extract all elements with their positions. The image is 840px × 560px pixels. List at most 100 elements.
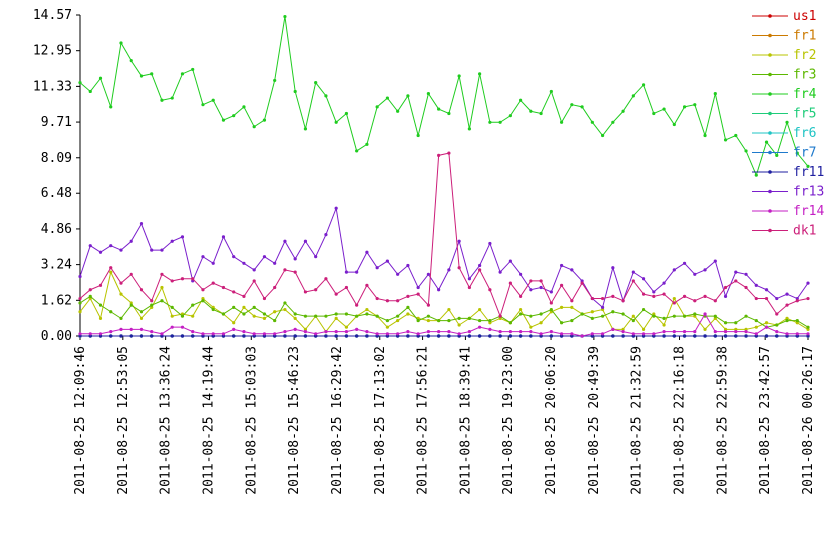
data-point: [672, 301, 676, 305]
data-point: [734, 321, 738, 325]
data-point: [631, 314, 635, 318]
data-point: [703, 327, 707, 331]
data-point: [211, 98, 215, 102]
data-point: [375, 105, 379, 109]
data-point: [221, 285, 226, 290]
data-point: [662, 107, 666, 111]
data-point: [211, 334, 215, 338]
data-point: [191, 67, 195, 72]
data-point: [88, 244, 92, 248]
data-point: [795, 151, 799, 155]
data-point: [201, 299, 205, 303]
data-point: [365, 312, 369, 316]
data-point: [806, 281, 810, 285]
data-point: [375, 266, 379, 270]
data-point: [580, 279, 584, 283]
data-point: [621, 299, 625, 303]
data-point: [211, 305, 215, 309]
series: fr1: [78, 29, 816, 338]
data-point: [744, 272, 748, 276]
data-point: [580, 105, 584, 109]
data-point: [385, 259, 390, 263]
data-point: [139, 222, 144, 226]
data-point: [775, 329, 779, 334]
data-point: [498, 334, 502, 338]
data-point: [88, 288, 92, 292]
data-point: [723, 334, 728, 338]
data-point: [242, 294, 246, 298]
data-point: [529, 314, 533, 318]
data-point: [314, 334, 318, 338]
data-point: [160, 285, 164, 290]
data-point: [150, 248, 154, 252]
data-point: [734, 279, 738, 283]
legend-label: fr3: [793, 68, 816, 83]
data-point: [539, 321, 543, 325]
data-point: [324, 94, 328, 98]
data-point: [539, 279, 543, 283]
legend-label: fr2: [793, 48, 816, 63]
data-point: [559, 283, 564, 287]
data-point: [160, 332, 164, 336]
data-point: [467, 277, 471, 281]
data-point: [744, 285, 748, 290]
data-point: [785, 334, 789, 338]
data-point: [334, 292, 338, 296]
data-point: [437, 107, 441, 111]
data-point: [672, 268, 676, 272]
data-point: [713, 316, 717, 320]
data-point: [570, 299, 574, 303]
data-point: [559, 321, 564, 325]
data-point: [785, 332, 789, 336]
data-point: [570, 305, 574, 309]
data-point: [375, 314, 379, 318]
data-point: [498, 314, 502, 318]
data-point: [437, 153, 441, 157]
legend-label: fr1: [793, 29, 816, 44]
data-point: [334, 312, 338, 316]
data-point: [334, 329, 338, 334]
data-point: [437, 288, 441, 292]
data-point: [303, 327, 308, 331]
data-point: [488, 327, 492, 331]
data-point: [682, 105, 687, 109]
data-point: [723, 294, 728, 298]
data-point: [734, 270, 738, 274]
data-point: [631, 334, 635, 338]
data-point: [139, 316, 144, 320]
data-point: [119, 316, 123, 320]
data-point: [129, 272, 133, 276]
data-point: [806, 332, 810, 336]
data-point: [529, 279, 533, 283]
data-point: [478, 268, 482, 272]
data-point: [652, 111, 656, 116]
data-point: [355, 303, 359, 307]
data-point: [467, 316, 471, 320]
data-point: [713, 329, 717, 334]
data-point: [201, 255, 205, 259]
y-tick-label: 11.33: [33, 79, 72, 94]
data-point: [385, 325, 390, 329]
data-point: [324, 334, 328, 338]
data-point: [764, 296, 769, 301]
data-point: [806, 164, 810, 168]
data-point: [693, 314, 697, 318]
legend-label: fr4: [793, 87, 817, 102]
data-point: [519, 307, 523, 312]
data-point: [293, 316, 297, 320]
data-point: [795, 299, 799, 303]
data-point: [539, 285, 543, 290]
data-point: [355, 270, 359, 274]
data-point: [396, 332, 400, 336]
data-point: [344, 270, 349, 274]
data-point: [662, 281, 666, 285]
data-point: [447, 307, 451, 312]
data-point: [600, 305, 605, 309]
data-point: [529, 334, 533, 338]
data-point: [139, 288, 144, 292]
data-point: [191, 334, 195, 338]
data-point: [539, 332, 543, 336]
data-point: [508, 114, 512, 118]
data-point: [467, 285, 471, 290]
